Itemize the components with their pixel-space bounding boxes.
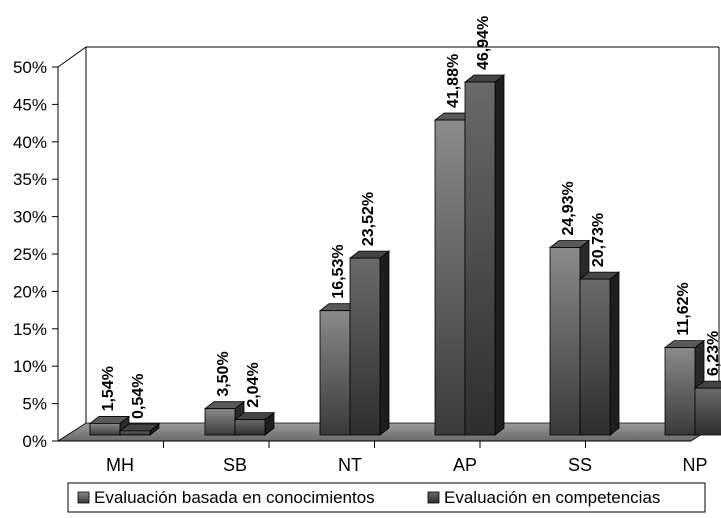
bar-front-face — [434, 119, 466, 436]
x-tick-label: SB — [223, 455, 247, 475]
y-tick-label: 20% — [13, 282, 47, 301]
bar-front-face — [349, 257, 381, 436]
bar-front-face — [579, 278, 611, 436]
data-label: 0,54% — [130, 374, 147, 419]
y-tick-label: 0% — [22, 432, 47, 451]
data-label: 1,54% — [100, 366, 117, 411]
x-tick-label: AP — [453, 455, 477, 475]
y-tick-label: 45% — [13, 95, 47, 114]
bar-np-series-1 — [693, 380, 721, 436]
bar-front-face — [234, 419, 266, 436]
wall-edge — [57, 46, 87, 68]
data-label: 20,73% — [590, 213, 607, 267]
bar-front-face — [694, 387, 721, 436]
y-tick-label: 15% — [13, 320, 47, 339]
y-tick-label: 5% — [22, 395, 47, 414]
bar-front-face — [664, 347, 696, 436]
data-label: 16,53% — [330, 244, 347, 298]
data-label: 3,50% — [215, 351, 232, 396]
data-label: 2,04% — [245, 362, 262, 407]
y-tick-label: 10% — [13, 357, 47, 376]
bar-ss-series-1 — [578, 271, 621, 436]
y-axis: 0% 5% 10% 15% 20% 25% 30% 35% 40% 45% 50% — [13, 58, 58, 451]
data-label: 24,93% — [560, 181, 577, 235]
bar-front-face — [89, 423, 121, 436]
bar-series — [88, 74, 721, 436]
data-labels: 1,54% 3,50% 16,53% 41,88% 24,93% 11,62% 0,54% 2… — [100, 16, 721, 419]
data-label: 6,23% — [705, 331, 721, 376]
bar-front-face — [204, 408, 236, 436]
legend: Evaluación basada en conocimientos Evalu… — [67, 482, 706, 513]
bar-front-face — [464, 81, 496, 436]
legend-swatch-series-1 — [427, 491, 440, 504]
bar-side-face — [494, 74, 505, 436]
data-label: 46,94% — [475, 16, 492, 70]
legend-label-series-1: Evaluación en competencias — [444, 488, 660, 507]
x-tick-label: SS — [568, 455, 592, 475]
x-tick-label: NT — [338, 455, 362, 475]
bar-side-face — [379, 250, 390, 436]
x-tick-label: MH — [106, 455, 134, 475]
bar-sb-series-1 — [233, 411, 276, 436]
bar-front-face — [319, 310, 351, 436]
y-tick-label: 40% — [13, 133, 47, 152]
bar-nt-series-1 — [348, 250, 391, 436]
y-tick-label: 35% — [13, 170, 47, 189]
legend-swatch-series-0 — [77, 491, 90, 504]
x-tick-label: NP — [682, 455, 707, 475]
data-label: 11,62% — [675, 282, 692, 335]
bar-side-face — [609, 271, 620, 436]
legend-box — [67, 482, 706, 513]
x-axis: MH SB NT AP SS NP — [106, 441, 708, 475]
legend-label-series-0: Evaluación basada en conocimientos — [94, 488, 375, 507]
y-tick-label: 50% — [13, 58, 47, 77]
bar-front-face — [549, 247, 581, 436]
bar-mh-series-1 — [118, 423, 161, 436]
bar-front-face — [119, 430, 151, 436]
data-label: 23,52% — [360, 192, 377, 246]
bar-ap-series-1 — [463, 74, 506, 436]
y-tick-label: 30% — [13, 208, 47, 227]
data-label: 41,88% — [445, 54, 462, 108]
y-tick-label: 25% — [13, 245, 47, 264]
